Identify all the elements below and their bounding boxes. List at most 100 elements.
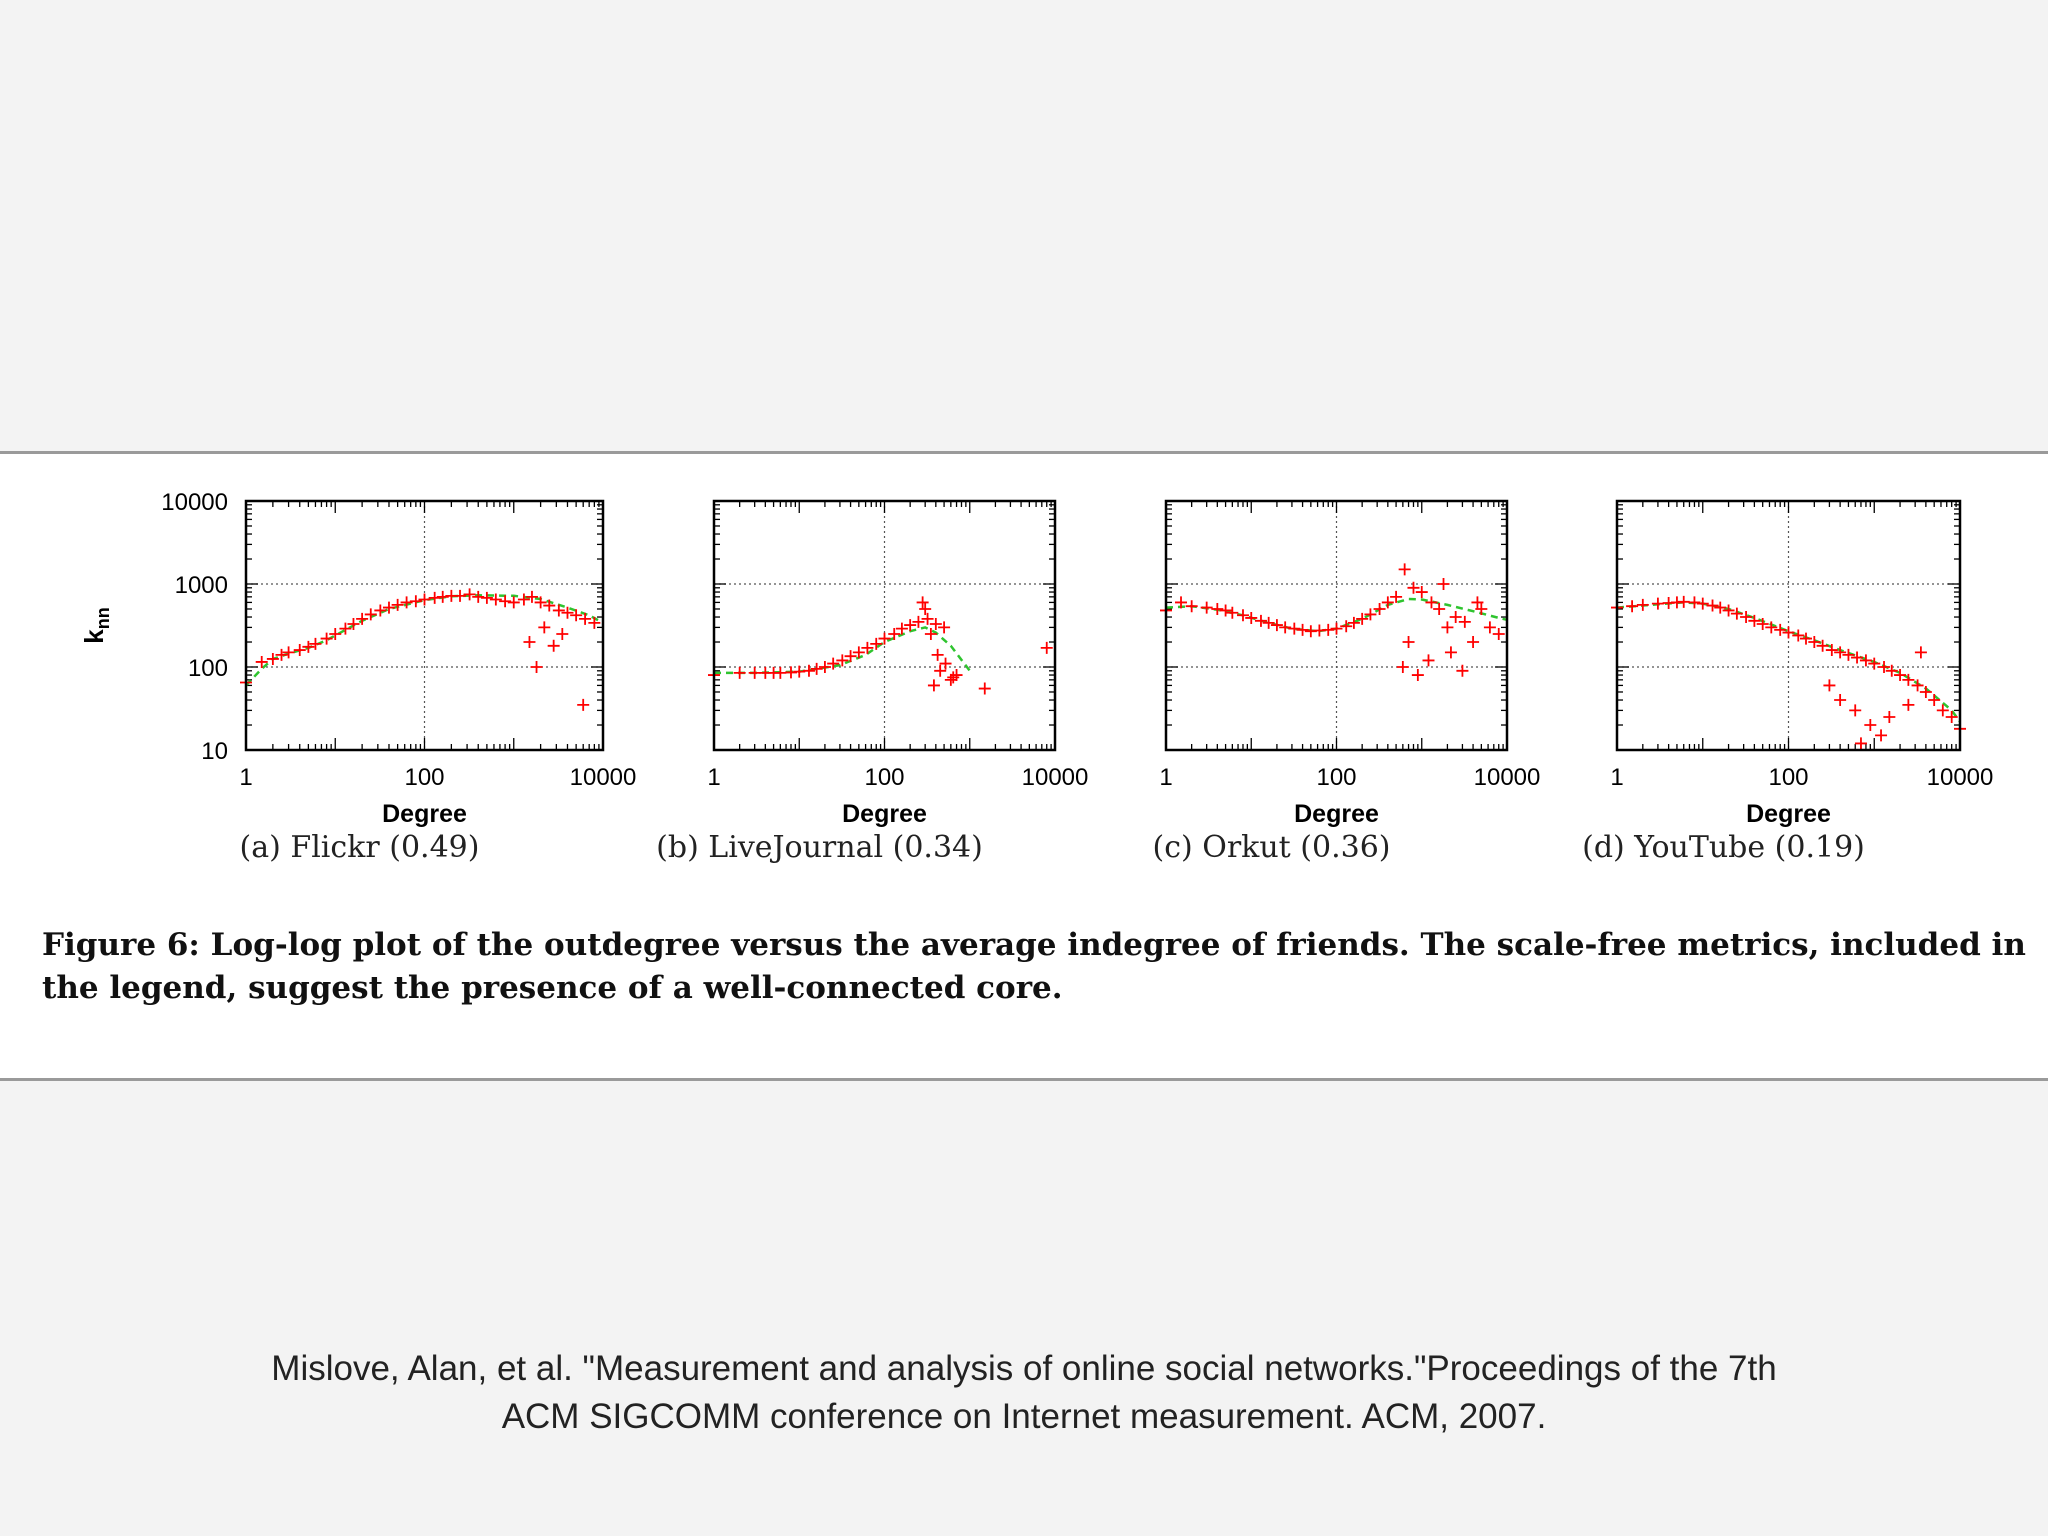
data-point	[1706, 599, 1719, 612]
data-point	[391, 598, 404, 611]
x-axis-label: Degree	[1746, 800, 1831, 828]
data-point	[530, 661, 543, 673]
data-point	[329, 627, 342, 640]
data-point	[1356, 612, 1369, 625]
y-axis-label: knn	[79, 607, 113, 643]
data-point	[547, 639, 560, 652]
data-point	[1226, 606, 1239, 619]
data-point	[364, 608, 377, 621]
data-point	[400, 596, 413, 609]
chart-panel-2: 1 100 10000 Degree(b) LiveJournal (0.34)	[656, 499, 1089, 865]
data-point	[1722, 604, 1735, 617]
data-point	[861, 641, 874, 654]
data-point	[1928, 694, 1941, 707]
subfigure-title: (d) YouTube (0.19)	[1582, 830, 1865, 865]
data-point	[947, 671, 960, 684]
data-point	[1422, 654, 1435, 667]
data-point	[543, 599, 556, 612]
data-point	[1433, 602, 1446, 615]
data-point	[1740, 611, 1753, 624]
data-point	[1936, 704, 1949, 717]
y-axis-label-subscript: nn	[93, 607, 113, 629]
data-point	[1245, 611, 1258, 624]
data-point	[552, 604, 565, 617]
citation: Mislove, Alan, et al. "Measurement and a…	[0, 1345, 2048, 1441]
data-point	[1868, 657, 1881, 670]
data-point	[1792, 629, 1805, 642]
data-point	[1756, 617, 1769, 630]
data-point	[1774, 623, 1787, 636]
data-point	[374, 604, 387, 617]
data-point	[454, 589, 467, 602]
data-point	[1808, 636, 1821, 649]
data-point	[1200, 601, 1213, 614]
data-point	[827, 657, 840, 670]
data-point	[570, 609, 583, 622]
y-tick-label: 10	[201, 738, 228, 765]
data-point	[1730, 607, 1743, 620]
data-point	[1373, 602, 1386, 615]
x-axis-label: Degree	[842, 800, 927, 828]
data-point	[1444, 646, 1457, 659]
data-point	[356, 612, 369, 625]
y-tick-label: 100	[188, 655, 228, 682]
data-point	[523, 636, 536, 649]
caption-text: Log-log plot of the outdegree versus the…	[42, 927, 2026, 1006]
data-point	[1219, 604, 1232, 617]
x-tick-label: 10000	[1474, 764, 1541, 791]
data-point	[1396, 661, 1409, 673]
data-point	[1449, 611, 1462, 624]
data-point	[480, 591, 493, 604]
data-point	[934, 664, 947, 677]
x-tick-label: 1	[707, 764, 720, 791]
x-tick-label: 10000	[1927, 764, 1994, 791]
data-point	[1475, 602, 1488, 615]
data-point	[1834, 694, 1847, 707]
chart-panel-1: 1 100 10000 10 100 1000 10000 Degree knn (a) Flic…	[79, 489, 636, 865]
data-point	[1415, 586, 1428, 599]
data-point	[499, 595, 512, 608]
data-point	[1347, 616, 1360, 629]
data-point	[939, 657, 952, 670]
data-point	[1330, 622, 1343, 635]
data-point	[1714, 601, 1727, 614]
data-point	[1492, 627, 1505, 640]
data-point	[1471, 596, 1484, 609]
x-tick-label: 100	[1768, 764, 1808, 791]
data-point	[1411, 669, 1424, 682]
data-point	[916, 596, 929, 609]
data-point	[878, 632, 891, 645]
x-tick-label: 10000	[1022, 764, 1089, 791]
data-point	[1483, 621, 1496, 634]
data-point	[1441, 621, 1454, 634]
data-point	[489, 593, 502, 606]
data-point	[836, 654, 849, 667]
data-point	[282, 646, 295, 659]
data-point	[418, 593, 431, 606]
data-point	[1340, 620, 1353, 633]
x-axis-label: Degree	[382, 800, 467, 828]
data-point	[382, 601, 395, 614]
x-tick-label: 1	[239, 764, 252, 791]
data-point	[888, 627, 901, 640]
data-point	[577, 698, 590, 711]
data-point	[534, 596, 547, 609]
data-point	[525, 590, 538, 603]
data-point	[1842, 648, 1855, 661]
data-point	[472, 590, 485, 603]
data-point	[302, 640, 315, 653]
figure-panel: 1 100 10000 10 100 1000 10000 Degree knn (a) Flic…	[0, 451, 2048, 1081]
data-point	[556, 627, 569, 640]
data-point	[774, 666, 787, 679]
data-point	[1834, 646, 1847, 659]
data-point	[1456, 664, 1469, 677]
plot-frame	[1615, 499, 1962, 752]
plot-frame	[244, 499, 605, 752]
data-point	[1322, 623, 1335, 636]
data-point	[1825, 644, 1838, 657]
subfigure-title: (c) Orkut (0.36)	[1153, 830, 1391, 865]
data-point	[931, 648, 944, 661]
data-point	[978, 682, 991, 695]
data-point	[1381, 596, 1394, 609]
data-point	[1894, 669, 1907, 682]
